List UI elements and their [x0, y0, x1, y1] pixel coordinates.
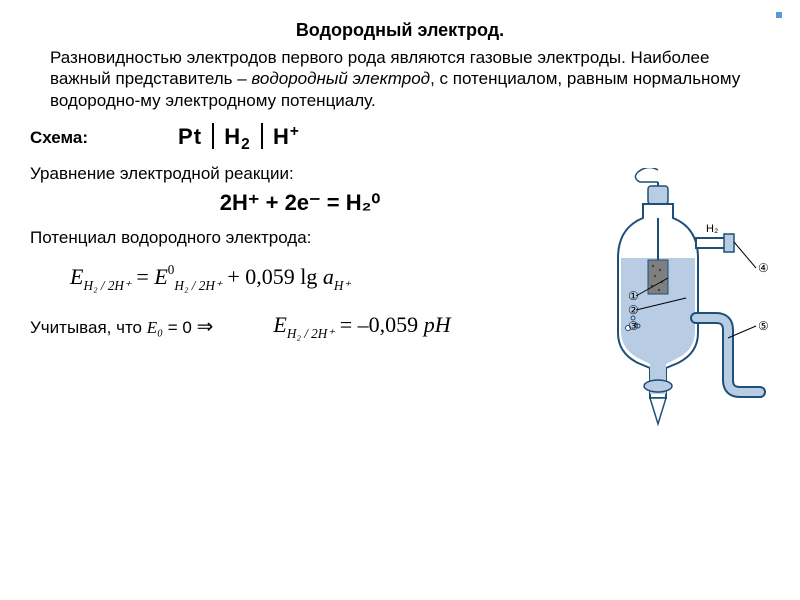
nernst-E1: E [70, 264, 83, 289]
scheme-formula: Pt H2 H+ [178, 123, 300, 154]
scheme-bar-1 [212, 123, 214, 149]
bottom-stopcock [644, 380, 672, 392]
nernst-sup0: 0 [168, 262, 175, 277]
final-lhs-1: Учитывая, что [30, 318, 147, 337]
nernst-E0: E [154, 264, 167, 289]
nernst-a-sub: H⁺ [334, 278, 350, 293]
scheme-bar-2 [261, 123, 263, 149]
final-arrow-icon: ⇒ [197, 316, 214, 338]
intro-paragraph: Разновидностью электродов первого рода я… [50, 47, 770, 111]
top-stopper [648, 186, 668, 204]
hydrogen-electrode-diagram: H₂ ① ② ③ ④ ⑤ [588, 168, 778, 428]
side-tube-inner [696, 318, 760, 392]
potential-label: Потенциал водородного электрода: [30, 228, 570, 248]
scheme-h2: H [224, 124, 241, 149]
nernst-sub1: H₂ / 2H⁺ [83, 278, 130, 293]
scheme-pt: Pt [178, 124, 202, 149]
callout-1: ① [628, 289, 639, 303]
h2-inlet-tube [696, 238, 726, 248]
scheme-row: Схема: Pt H2 H+ [30, 123, 570, 154]
electrode-svg: H₂ ① ② ③ ④ ⑤ [588, 168, 778, 428]
wire-curl [635, 168, 658, 182]
nernst-equation: EH₂ / 2H⁺ = E0H₂ / 2H⁺ + 0,059 lg aH⁺ [70, 262, 570, 294]
scheme-hplus: H [273, 124, 290, 149]
final-rhs-sub: H₂ / 2H⁺ [287, 326, 334, 341]
final-lhs-2: = 0 [163, 318, 197, 337]
final-lhs: Учитывая, что E₀ = 0 ⇒ [30, 314, 243, 339]
reaction-label: Уравнение электродной реакции: [30, 164, 570, 184]
bottom-tip [650, 398, 666, 424]
callout-2: ② [628, 303, 639, 317]
nernst-a: a [323, 264, 334, 289]
nernst-sub2: H₂ / 2H⁺ [174, 278, 221, 293]
intro-italic: водородный электрод [251, 69, 430, 88]
h2-inlet-cap [724, 234, 734, 252]
final-row: Учитывая, что E₀ = 0 ⇒ EH₂ / 2H⁺ = –0,05… [30, 312, 570, 342]
final-rhs-E: E [273, 312, 286, 337]
final-lhs-it: E₀ [147, 318, 163, 337]
platinum-plate [648, 260, 668, 294]
callout-5: ⑤ [758, 319, 769, 333]
final-rhs: EH₂ / 2H⁺ = –0,059 pH [273, 312, 450, 342]
scheme-hplus-sup: + [290, 123, 300, 140]
scheme-h2-sub: 2 [241, 136, 251, 153]
slide-title: Водородный электрод. [30, 20, 770, 41]
final-rhs-eq: = –0,059 [340, 312, 424, 337]
reaction-equation: 2H⁺ + 2e⁻ = H₂⁰ [30, 190, 570, 216]
nernst-eq: = [136, 264, 154, 289]
final-rhs-ph: pH [424, 312, 451, 337]
nernst-plus: + 0,059 lg [227, 264, 323, 289]
callout-3: ③ [628, 319, 639, 333]
callout-4: ④ [758, 261, 769, 275]
scheme-label: Схема: [30, 128, 88, 148]
h2-label: H₂ [706, 223, 718, 235]
slide-bullet [776, 12, 782, 18]
